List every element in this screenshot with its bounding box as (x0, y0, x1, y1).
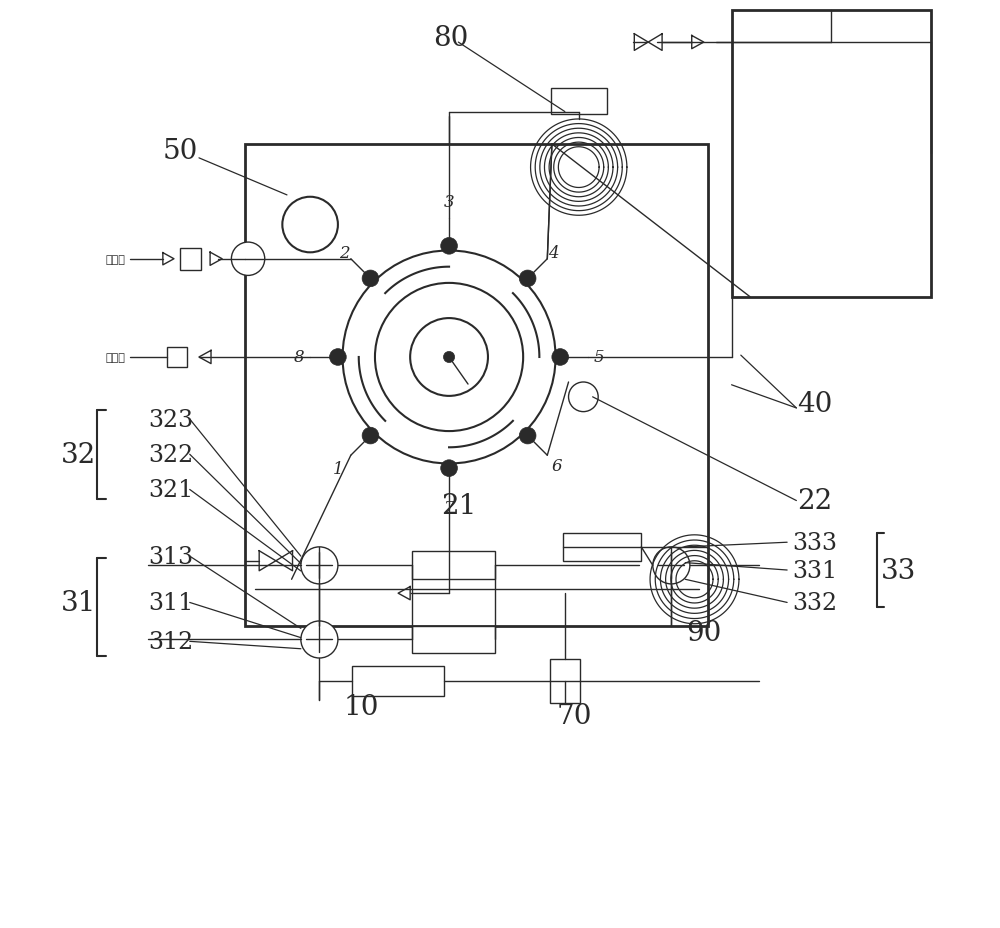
Text: 6: 6 (552, 458, 562, 474)
Bar (412, 625, 495, 653)
Circle shape (362, 271, 379, 288)
Circle shape (301, 548, 338, 585)
Polygon shape (648, 34, 662, 51)
Text: 2: 2 (339, 244, 350, 262)
Circle shape (441, 460, 457, 477)
Bar (180, 249, 201, 271)
Text: 31: 31 (61, 589, 96, 616)
Circle shape (301, 621, 338, 658)
Polygon shape (259, 551, 276, 571)
Bar (167, 347, 187, 367)
Polygon shape (398, 586, 410, 600)
Polygon shape (276, 551, 293, 571)
Circle shape (343, 251, 556, 464)
Text: 323: 323 (149, 408, 194, 432)
Text: 312: 312 (149, 630, 194, 653)
Text: 32: 32 (61, 441, 96, 469)
Text: 331: 331 (792, 559, 837, 582)
Circle shape (552, 349, 569, 366)
Bar (550, 659, 580, 703)
Circle shape (330, 349, 346, 366)
Text: 311: 311 (149, 591, 194, 614)
Polygon shape (692, 36, 704, 49)
Text: 10: 10 (343, 693, 379, 720)
Text: 70: 70 (556, 702, 592, 729)
Circle shape (653, 548, 690, 585)
Circle shape (441, 238, 457, 255)
Circle shape (410, 318, 488, 396)
Text: 7: 7 (444, 499, 454, 516)
Circle shape (519, 428, 536, 445)
Text: 21: 21 (441, 492, 476, 519)
Circle shape (519, 271, 536, 288)
Circle shape (444, 352, 455, 363)
Polygon shape (163, 253, 174, 265)
Bar (352, 666, 444, 696)
Text: 322: 322 (149, 444, 194, 466)
Text: 3: 3 (444, 194, 454, 211)
Text: 4: 4 (549, 244, 559, 262)
Text: 332: 332 (792, 591, 837, 614)
Circle shape (231, 243, 265, 277)
Bar (563, 534, 641, 561)
Text: 22: 22 (797, 487, 833, 514)
Text: 样品进: 样品进 (105, 254, 125, 264)
Circle shape (362, 428, 379, 445)
Text: 50: 50 (163, 137, 198, 165)
Text: 333: 333 (792, 531, 837, 554)
Text: 33: 33 (881, 557, 916, 584)
Text: 80: 80 (433, 25, 469, 52)
Polygon shape (210, 252, 222, 266)
Text: 90: 90 (686, 619, 721, 646)
Circle shape (282, 198, 338, 253)
Polygon shape (634, 34, 648, 51)
Polygon shape (199, 351, 211, 364)
Bar (412, 552, 495, 580)
Text: 321: 321 (149, 479, 194, 501)
Bar (245, 145, 708, 625)
Circle shape (375, 284, 523, 432)
Text: 313: 313 (149, 545, 194, 568)
Text: 5: 5 (594, 349, 604, 366)
Text: 1: 1 (332, 460, 343, 477)
Text: 40: 40 (797, 391, 833, 418)
Circle shape (569, 382, 598, 412)
Text: 样品出: 样品出 (105, 353, 125, 363)
Bar (551, 89, 607, 115)
Bar (732, 10, 931, 298)
Text: 8: 8 (294, 349, 304, 366)
